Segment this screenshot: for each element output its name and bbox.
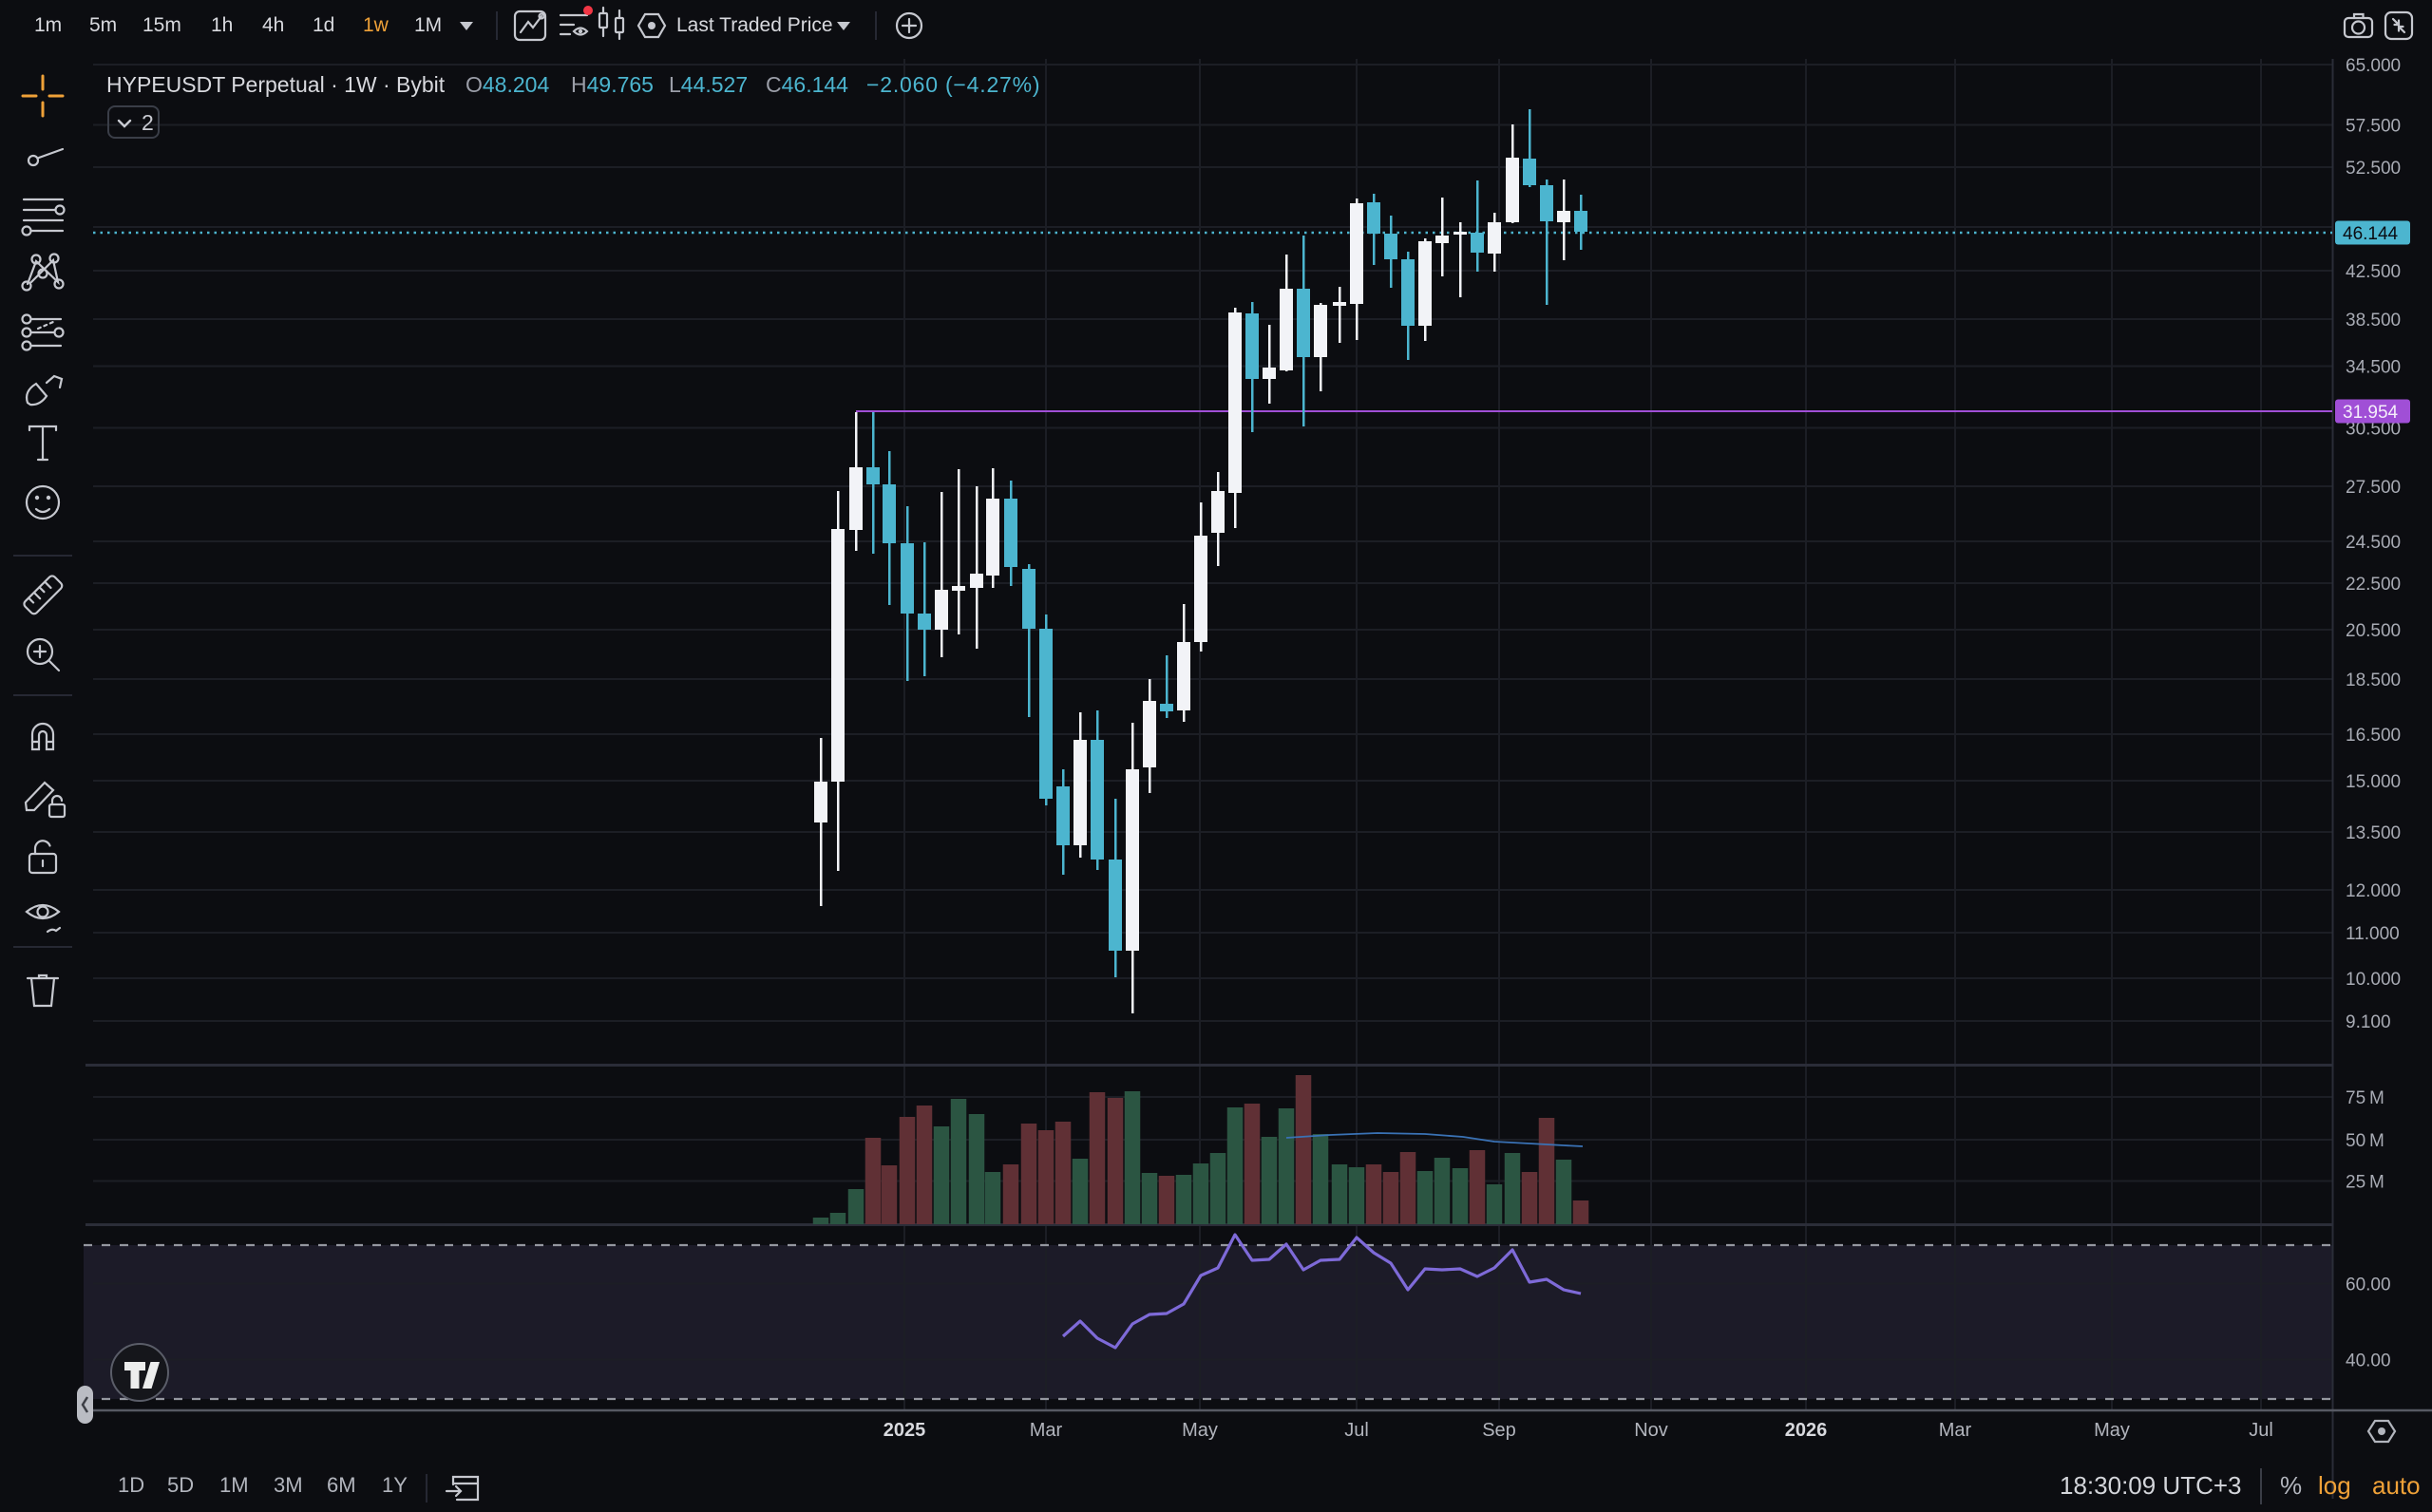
svg-text:Mar: Mar bbox=[1939, 1420, 1972, 1441]
svg-text:9.100: 9.100 bbox=[2346, 1012, 2391, 1032]
svg-text:50 M: 50 M bbox=[2346, 1131, 2384, 1151]
svg-text:30.500: 30.500 bbox=[2346, 420, 2401, 440]
svg-text:12.000: 12.000 bbox=[2346, 881, 2401, 901]
svg-text:25 M: 25 M bbox=[2346, 1173, 2384, 1193]
svg-text:24.500: 24.500 bbox=[2346, 533, 2401, 553]
svg-text:Nov: Nov bbox=[1634, 1420, 1668, 1441]
svg-text:2026: 2026 bbox=[1785, 1420, 1828, 1441]
svg-text:22.500: 22.500 bbox=[2346, 575, 2401, 595]
svg-text:42.500: 42.500 bbox=[2346, 262, 2401, 282]
svg-text:16.500: 16.500 bbox=[2346, 726, 2401, 746]
svg-text:40.00: 40.00 bbox=[2346, 1351, 2391, 1371]
svg-text:38.500: 38.500 bbox=[2346, 311, 2401, 331]
svg-text:57.500: 57.500 bbox=[2346, 117, 2401, 137]
svg-text:Sep: Sep bbox=[1482, 1420, 1516, 1441]
svg-text:65.000: 65.000 bbox=[2346, 56, 2401, 76]
svg-text:46.144: 46.144 bbox=[2343, 224, 2399, 244]
svg-text:27.500: 27.500 bbox=[2346, 478, 2401, 498]
svg-text:10.000: 10.000 bbox=[2346, 970, 2401, 990]
svg-text:34.500: 34.500 bbox=[2346, 358, 2401, 378]
svg-text:May: May bbox=[1182, 1420, 1218, 1441]
svg-text:Mar: Mar bbox=[1030, 1420, 1063, 1441]
svg-text:20.500: 20.500 bbox=[2346, 621, 2401, 641]
svg-text:13.500: 13.500 bbox=[2346, 823, 2401, 843]
svg-text:52.500: 52.500 bbox=[2346, 159, 2401, 179]
svg-text:60.00: 60.00 bbox=[2346, 1276, 2391, 1295]
svg-text:11.000: 11.000 bbox=[2346, 924, 2400, 944]
svg-text:75 M: 75 M bbox=[2346, 1088, 2384, 1108]
svg-text:15.000: 15.000 bbox=[2346, 772, 2401, 792]
svg-text:31.954: 31.954 bbox=[2343, 403, 2399, 423]
svg-text:May: May bbox=[2094, 1420, 2130, 1441]
svg-text:18.500: 18.500 bbox=[2346, 671, 2401, 690]
svg-text:2025: 2025 bbox=[884, 1420, 926, 1441]
svg-text:Jul: Jul bbox=[2249, 1420, 2273, 1441]
svg-text:Jul: Jul bbox=[1344, 1420, 1369, 1441]
